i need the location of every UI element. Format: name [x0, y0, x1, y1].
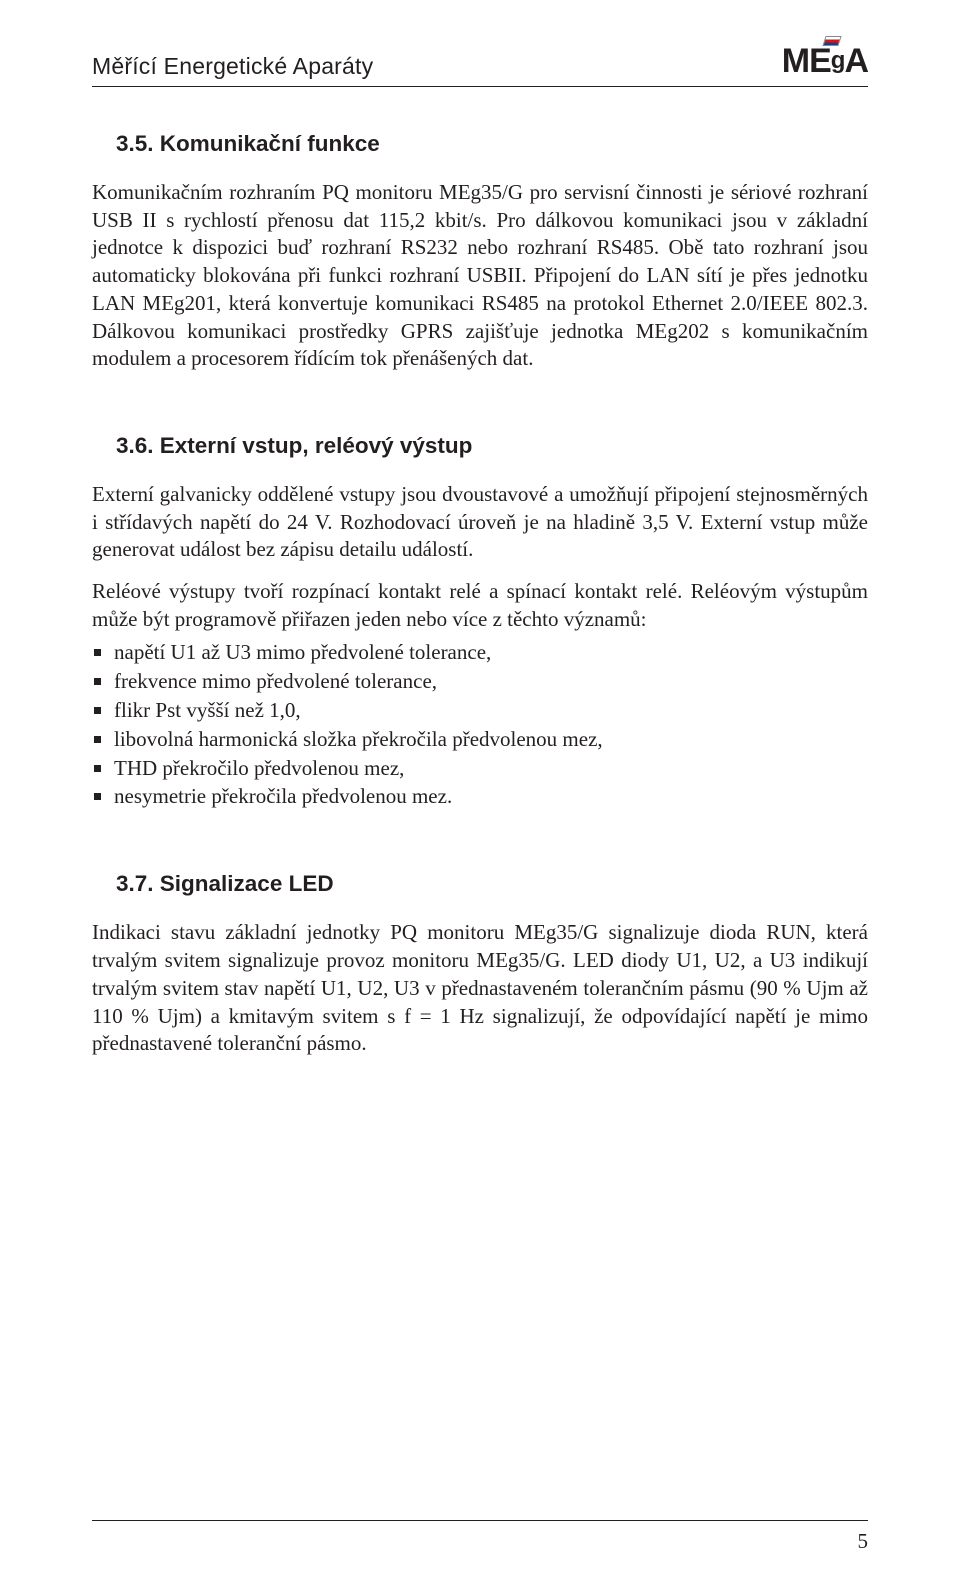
- logo-part-1: ME: [782, 42, 831, 80]
- logo-part-2: A: [844, 42, 868, 80]
- list-item: THD překročilo předvolenou mez,: [92, 754, 868, 783]
- heading-3-7: 3.7. Signalizace LED: [116, 871, 868, 897]
- paragraph: Externí galvanicky oddělené vstupy jsou …: [92, 481, 868, 564]
- list-item: napětí U1 až U3 mimo předvolené toleranc…: [92, 638, 868, 667]
- flag-icon: [822, 36, 841, 46]
- logo-part-g: g: [831, 47, 845, 74]
- heading-3-5: 3.5. Komunikační funkce: [116, 131, 868, 157]
- list-item: flikr Pst vyšší než 1,0,: [92, 696, 868, 725]
- running-title: Měřící Energetické Aparáty: [92, 53, 373, 80]
- heading-3-6: 3.6. Externí vstup, reléový výstup: [116, 433, 868, 459]
- paragraph: Reléové výstupy tvoří rozpínací kontakt …: [92, 578, 868, 633]
- paragraph: Komunikačním rozhraním PQ monitoru MEg35…: [92, 179, 868, 373]
- paragraph: Indikaci stavu základní jednotky PQ moni…: [92, 919, 868, 1058]
- brand-logo: MEgA: [782, 44, 868, 80]
- running-header: Měřící Energetické Aparáty MEgA: [92, 44, 868, 87]
- bullet-list: napětí U1 až U3 mimo předvolené toleranc…: [92, 638, 868, 812]
- list-item: nesymetrie překročila předvolenou mez.: [92, 782, 868, 811]
- list-item: libovolná harmonická složka překročila p…: [92, 725, 868, 754]
- document-page: Měřící Energetické Aparáty MEgA 3.5. Kom…: [0, 0, 960, 1596]
- list-item: frekvence mimo předvolené tolerance,: [92, 667, 868, 696]
- page-number: 5: [92, 1520, 868, 1554]
